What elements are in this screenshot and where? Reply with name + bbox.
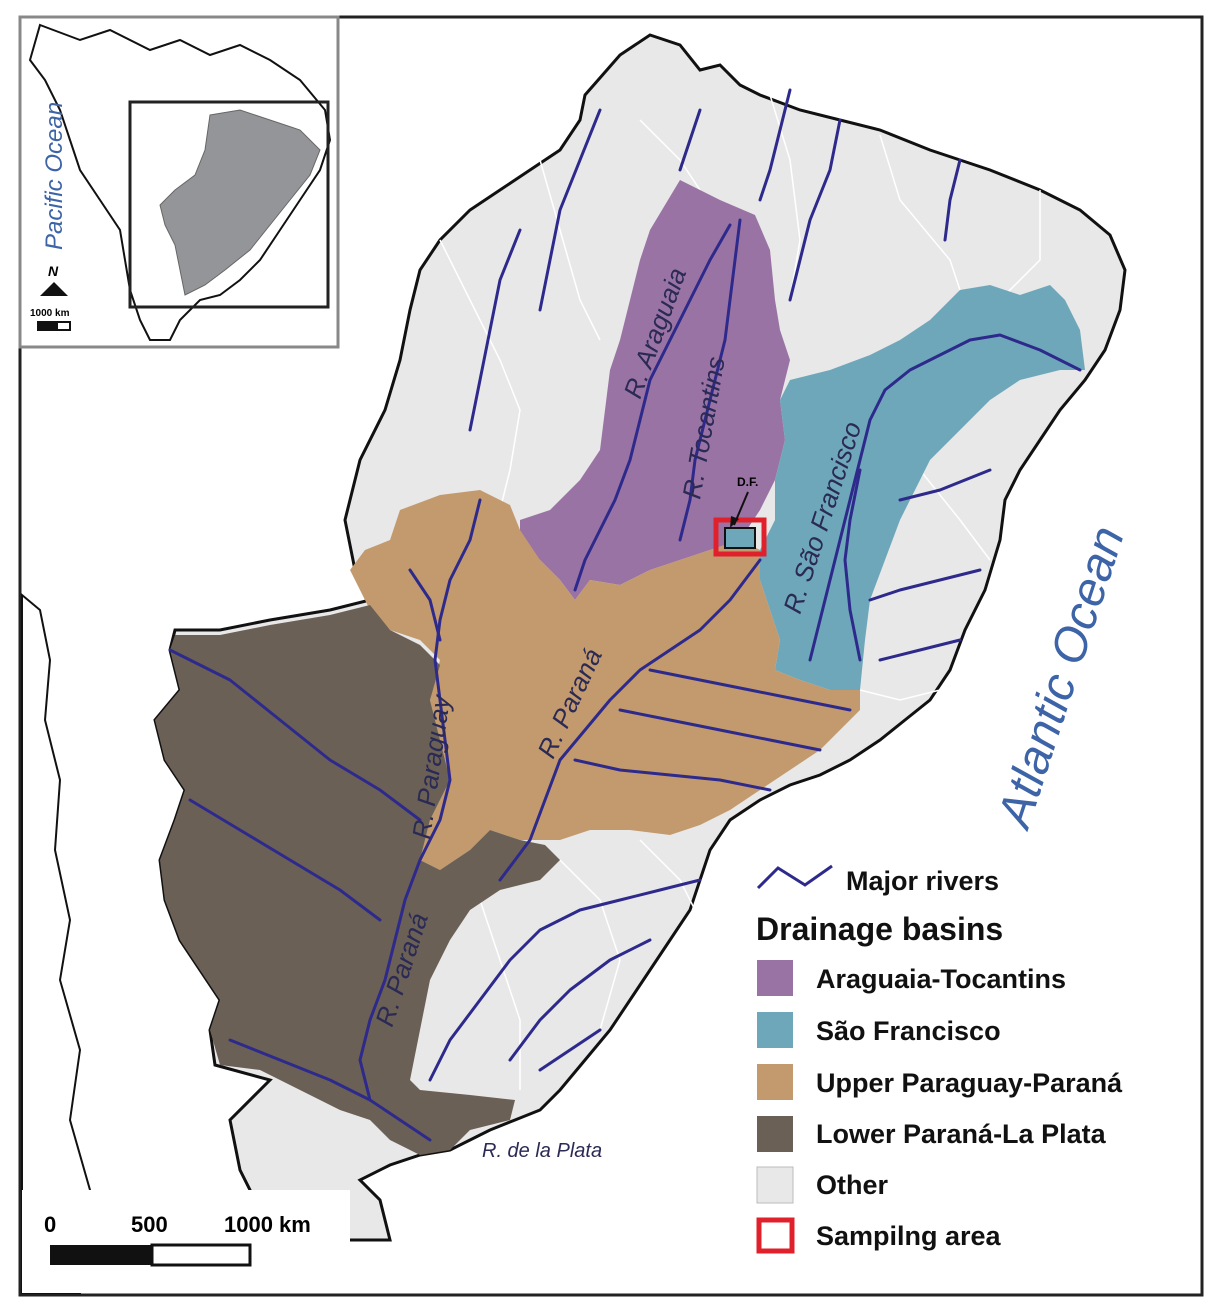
legend-swatch-araguaia-tocantins (757, 960, 793, 996)
legend-heading: Drainage basins (756, 911, 1003, 947)
river-east4 (878, 638, 962, 662)
river-paraguay (358, 498, 482, 1142)
scalebar-bg (22, 1190, 350, 1293)
river-parana-trib1 (648, 668, 852, 712)
river-bermejo (188, 798, 382, 922)
legend-label-lower-parana-plata: Lower Paraná-La Plata (816, 1119, 1107, 1149)
legend-swatch-upper-paraguay-parana (757, 1064, 793, 1100)
scalebar-white (150, 1243, 252, 1267)
river-south1 (508, 938, 652, 1062)
river-east2 (898, 468, 992, 502)
legend-swatch-sao-francisco (757, 1012, 793, 1048)
river-north4 (788, 118, 842, 302)
river-north1 (538, 108, 602, 312)
legend-major-rivers: Major rivers (846, 866, 999, 896)
scalebar: 0 500 1000 km (22, 1190, 350, 1293)
legend-label-upper-paraguay-parana: Upper Paraguay-Paraná (816, 1068, 1123, 1098)
inset-pacific-label: Pacific Ocean (41, 102, 68, 250)
basin-lower-parana-plata (155, 605, 560, 1155)
basin-araguaia-tocantins (520, 180, 790, 600)
river-salado (228, 1038, 372, 1102)
river-parana-upper (498, 558, 762, 882)
inset-scalebar-fill (38, 322, 58, 330)
scalebar-label-1000: 1000 km (224, 1212, 311, 1237)
df-arrowhead (730, 516, 739, 528)
inset-scale-label: 1000 km (30, 308, 70, 319)
legend-swatch-lower-parana-plata (757, 1116, 793, 1152)
river-sao-francisco (808, 333, 1082, 662)
river-north3 (758, 88, 792, 202)
inset-north-label: N (48, 263, 59, 279)
legend-label-sao-francisco: São Francisco (816, 1016, 1001, 1046)
sub-basin-boundaries (439, 94, 1041, 1090)
river-parana-trib3 (573, 758, 772, 792)
df-label: D.F. (737, 475, 758, 489)
df-outline (724, 527, 756, 549)
legend: Major rivers Drainage basins Araguaia-To… (756, 864, 1123, 1254)
scalebar-label-0: 0 (44, 1212, 56, 1237)
label-la-plata: R. de la Plata (482, 1140, 602, 1162)
inset-study-region (159, 109, 321, 296)
river-parana-trib2 (618, 708, 822, 752)
scalebar-label-500: 500 (131, 1212, 168, 1237)
legend-label-sampling-area: Sampilng area (816, 1221, 1002, 1251)
legend-label-araguaia-tocantins: Araguaia-Tocantins (816, 964, 1066, 994)
river-paraguay-trib1 (408, 568, 442, 642)
basin-upper-paraguay-parana (350, 490, 860, 870)
legend-river-swatch (756, 864, 833, 890)
major-rivers (168, 88, 1082, 1142)
river-sao-francisco-trib (843, 468, 862, 662)
river-north2 (678, 108, 702, 172)
inset-extent-box (128, 100, 330, 309)
sampling-area-marker (713, 517, 767, 557)
river-south2 (538, 1028, 602, 1072)
legend-swatch-sampling-area (756, 1217, 795, 1254)
river-tocantins (678, 218, 742, 542)
river-east3 (868, 568, 982, 602)
river-pilcomayo (168, 648, 422, 822)
scalebar-black (50, 1245, 152, 1265)
inset-north-arrow (40, 282, 68, 296)
river-araguaia (573, 223, 732, 592)
river-uruguay (428, 878, 702, 1082)
river-east1 (943, 158, 962, 242)
inset-continent (28, 23, 332, 341)
legend-label-other: Other (816, 1170, 889, 1200)
inset-map: Pacific Ocean N 1000 km (18, 15, 340, 349)
river-west1 (468, 228, 522, 432)
legend-swatch-other (756, 1166, 794, 1204)
basin-sao-francisco (760, 285, 1085, 690)
